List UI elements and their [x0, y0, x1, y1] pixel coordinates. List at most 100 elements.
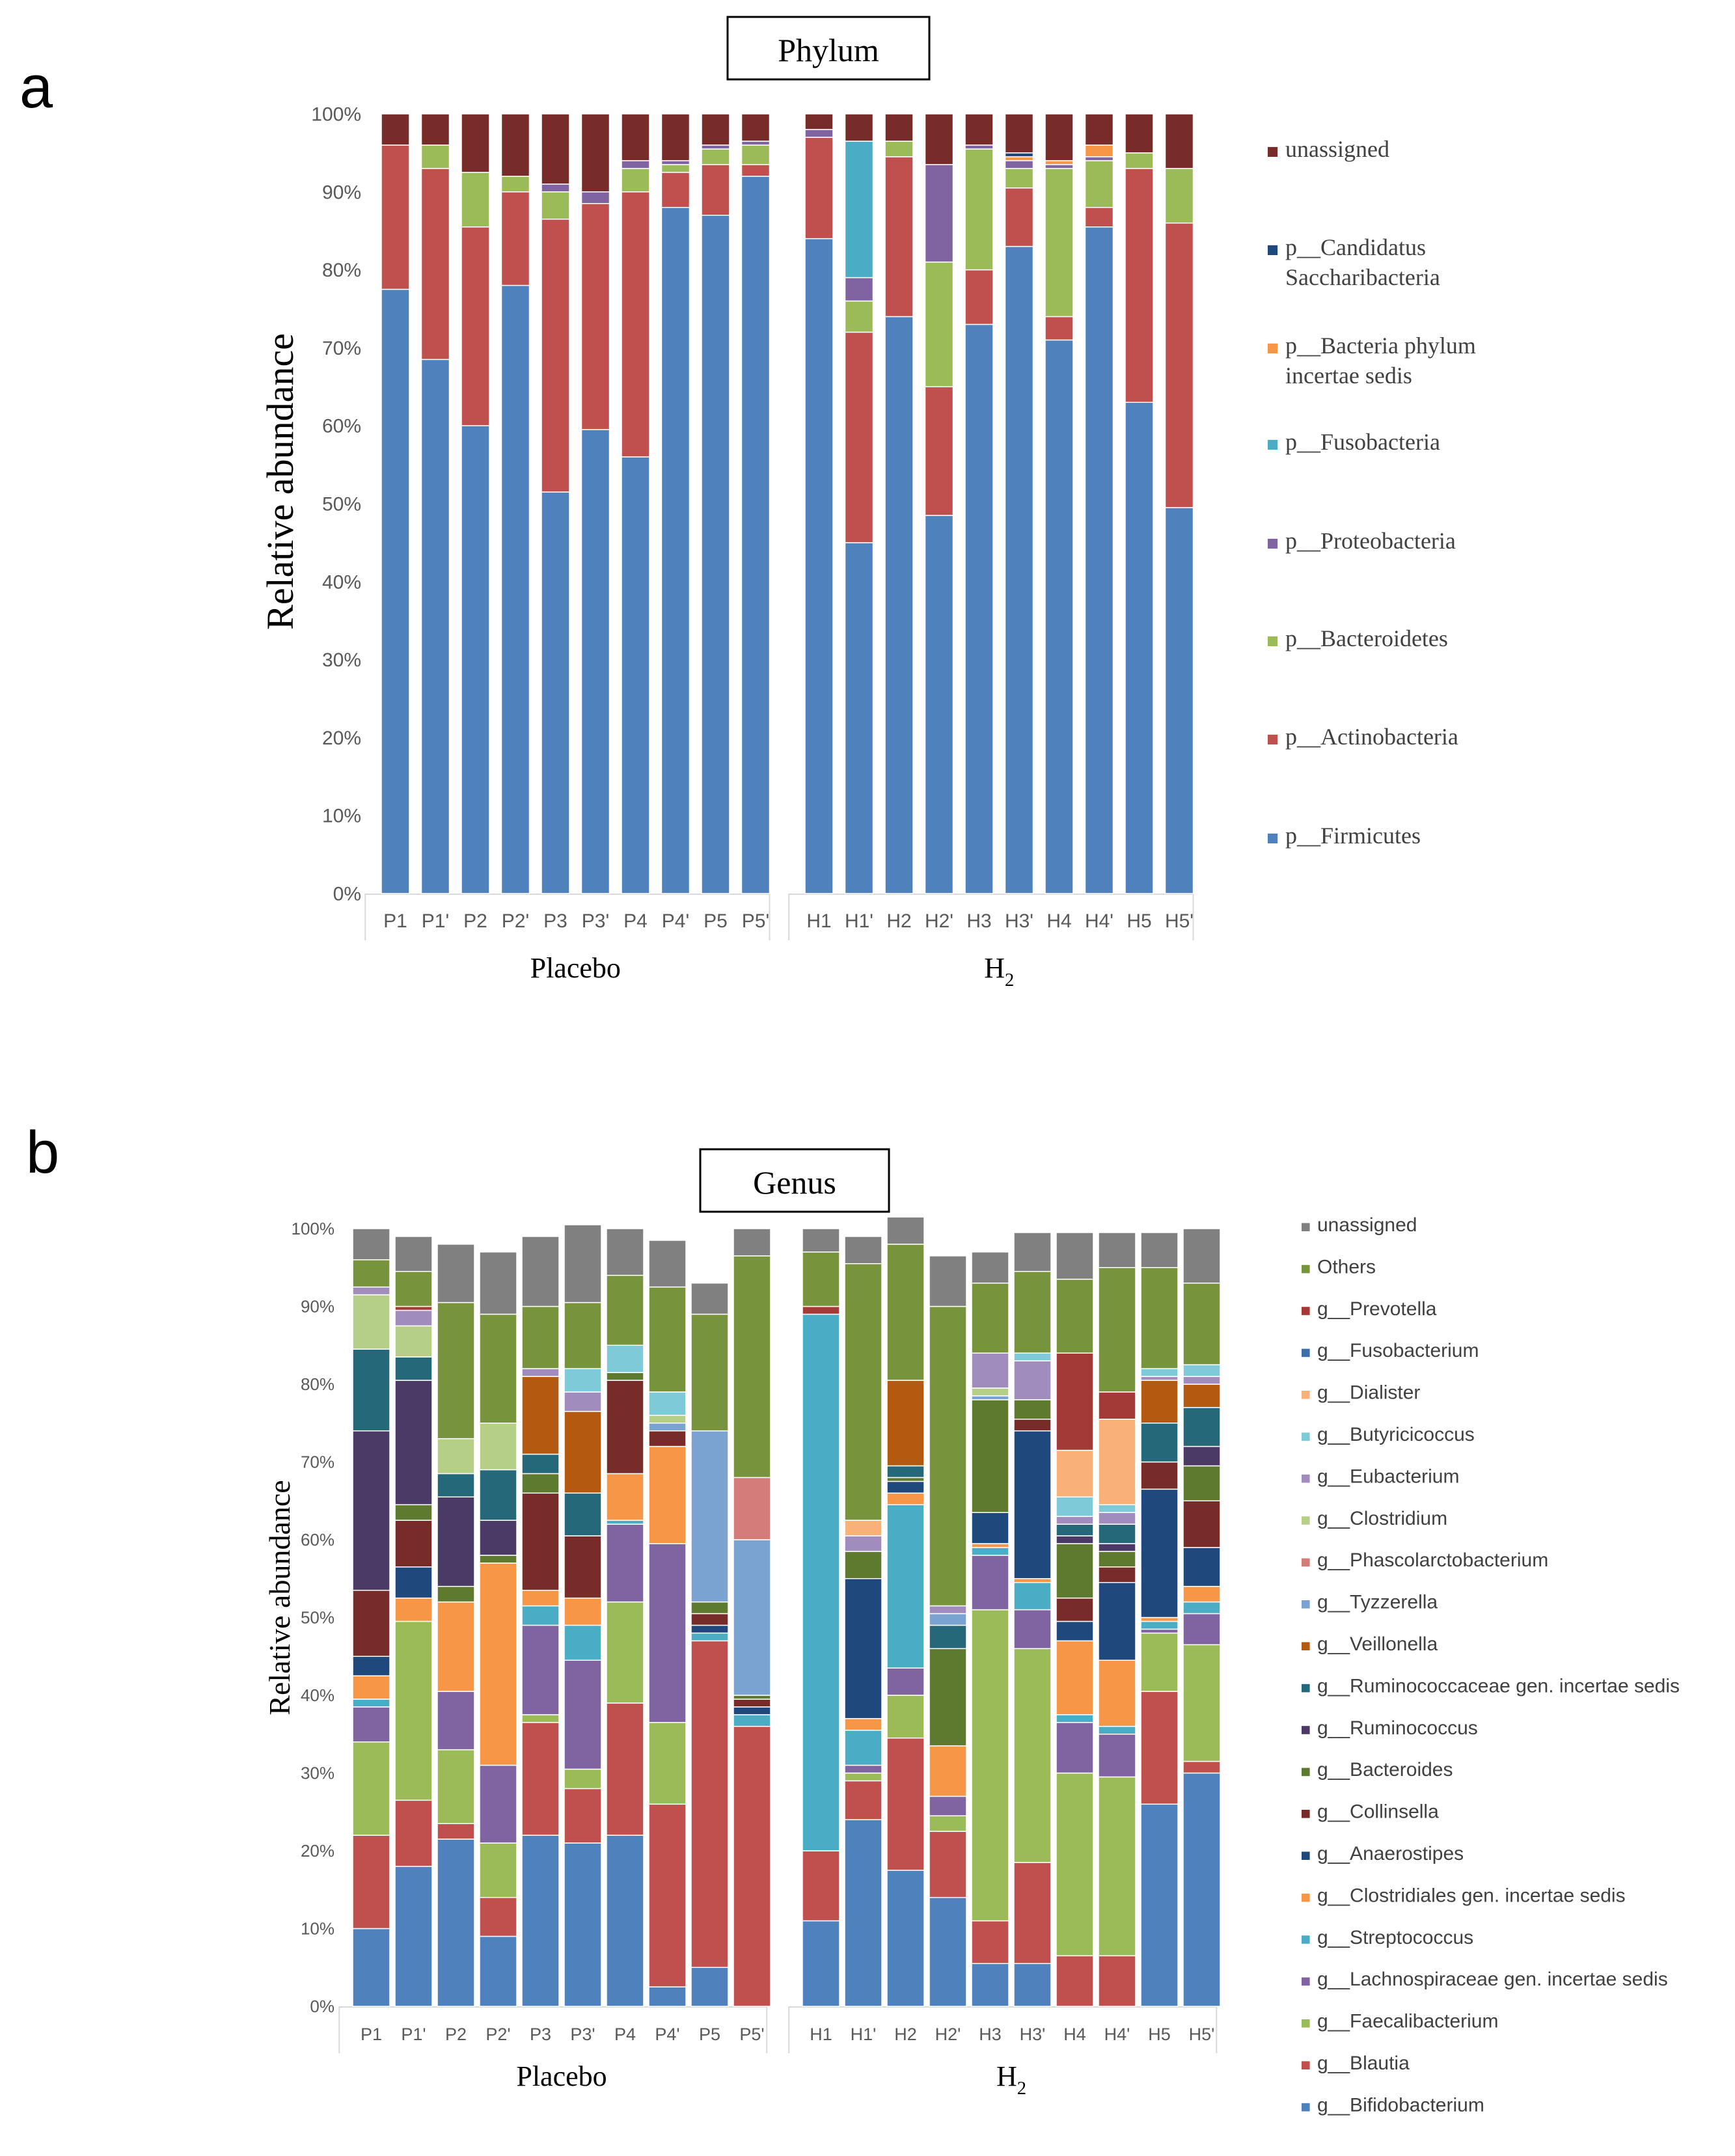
bar-segment [1182, 1364, 1221, 1377]
bar-segment [541, 491, 570, 894]
bar-segment [581, 113, 610, 193]
legend-item: Others [1302, 1256, 1376, 1277]
x-tick-label: P1 [361, 2025, 382, 2044]
x-tick-label: P1' [401, 2025, 426, 2044]
bar-segment [352, 1741, 390, 1836]
bar-segment [461, 226, 490, 426]
bar-stack-P4' [648, 1240, 687, 2007]
bar-segment [500, 113, 530, 177]
bar-segment [1182, 1445, 1221, 1467]
bar-segment [690, 1967, 729, 2007]
bar-segment [521, 1368, 560, 1377]
bar-segment [844, 1578, 882, 1719]
bar-segment [1098, 1734, 1136, 1778]
legend-swatch [1302, 1893, 1310, 1902]
panel-b-legend: unassigned Others g__Prevotella g__Fusobact… [1302, 1214, 1680, 2116]
bar-segment [500, 284, 530, 894]
panel-b-y-axis-label: Relative abundance [263, 1480, 296, 1715]
bar-segment [479, 1562, 517, 1766]
bar-segment [564, 1659, 602, 1770]
bar-segment [394, 1305, 433, 1311]
bar-stack-P5 [701, 113, 730, 894]
bar-segment [479, 1555, 517, 1564]
legend-swatch [1302, 1223, 1310, 1231]
bar-stack-P5' [741, 113, 771, 894]
x-tick-label: P2' [485, 2025, 510, 2044]
x-tick-label: H3' [1005, 910, 1033, 932]
bar-segment [804, 113, 834, 130]
x-tick-label: H3 [979, 2025, 1002, 2044]
legend-label: g__Blautia [1317, 2053, 1410, 2074]
bar-segment [884, 141, 914, 157]
bar-stack-P2' [479, 1251, 517, 2007]
x-tick-label: H2' [935, 2025, 961, 2044]
legend-swatch [1302, 1558, 1310, 1567]
bar-segment [844, 1520, 882, 1536]
bar-segment [1098, 1566, 1136, 1583]
bar-segment [886, 1481, 925, 1494]
bar-segment [1004, 187, 1034, 247]
bar-stack-H2 [886, 1216, 925, 2007]
legend-label: p__Proteobacteria [1285, 528, 1456, 554]
bar-segment [1056, 1352, 1094, 1451]
bar-segment [1056, 1496, 1094, 1517]
bar-stack-P4' [661, 113, 690, 894]
bar-segment [929, 1795, 967, 1816]
legend-swatch [1268, 636, 1278, 646]
bar-segment [1125, 402, 1154, 894]
legend-label: g__Bacteroides [1317, 1759, 1453, 1781]
bar-segment [352, 1228, 390, 1261]
bar-stack-P4 [606, 1228, 644, 2007]
bar-segment [733, 1255, 771, 1479]
bar-stack-H5' [1164, 113, 1194, 894]
bar-segment [1098, 1512, 1136, 1525]
bar-segment [844, 1780, 882, 1820]
bar-segment [690, 1430, 729, 1603]
bar-segment [1056, 1543, 1094, 1599]
bar-segment [886, 1695, 925, 1739]
legend-swatch [1268, 146, 1278, 157]
bar-segment [521, 1624, 560, 1715]
bar-segment [1056, 1955, 1094, 2007]
panel-a-title-box [726, 16, 931, 81]
y-tick-label: 20% [301, 1841, 335, 1861]
bar-segment [690, 1640, 729, 1969]
legend-item: g__Streptococcus [1302, 1927, 1473, 1948]
bar-segment [437, 1749, 475, 1824]
legend-item: g__Blautia [1302, 2053, 1410, 2074]
legend-swatch [1302, 1851, 1310, 1860]
legend-swatch [1302, 2061, 1310, 2069]
bar-segment [733, 1706, 771, 1715]
bar-segment [352, 1928, 390, 2007]
bar-segment [971, 1609, 1009, 1922]
bar-segment [1013, 1419, 1052, 1432]
bar-stack-P1 [381, 113, 410, 894]
legend-label: p__Bacteria phylum incertae sedis [1285, 333, 1476, 389]
bar-segment [886, 1244, 925, 1381]
legend-item: p__Fusobacteria [1268, 429, 1440, 455]
bar-segment [1125, 168, 1154, 403]
bar-segment [1140, 1423, 1179, 1463]
bar-segment [741, 113, 771, 142]
bar-segment [541, 113, 570, 185]
bar-segment [437, 1601, 475, 1692]
bar-segment [606, 1473, 644, 1521]
bar-segment [844, 1772, 882, 1782]
bar-segment [1045, 168, 1074, 318]
legend-label: g__Prevotella [1317, 1298, 1437, 1320]
bar-segment [1182, 1282, 1221, 1365]
legend-label: Others [1317, 1256, 1376, 1277]
bar-segment [352, 1656, 390, 1676]
bar-stack-P1' [420, 113, 450, 894]
bar-segment [461, 172, 490, 228]
bar-segment [394, 1866, 433, 2007]
panel-a-x-tick-labels: P1 P1' P2 P2' P3 P3' P4 P4' P5 P5' H1 H1' H2 H2' H3 H3'… [383, 910, 1194, 990]
bar-segment [1182, 1772, 1221, 2007]
legend-label: p__Bacteroidetes [1285, 625, 1448, 651]
bar-segment [844, 331, 874, 543]
legend-swatch [1302, 1642, 1310, 1650]
legend-label: g__Bifidobacterium [1317, 2094, 1484, 2116]
bar-segment [394, 1236, 433, 1272]
legend-swatch [1302, 1348, 1310, 1358]
